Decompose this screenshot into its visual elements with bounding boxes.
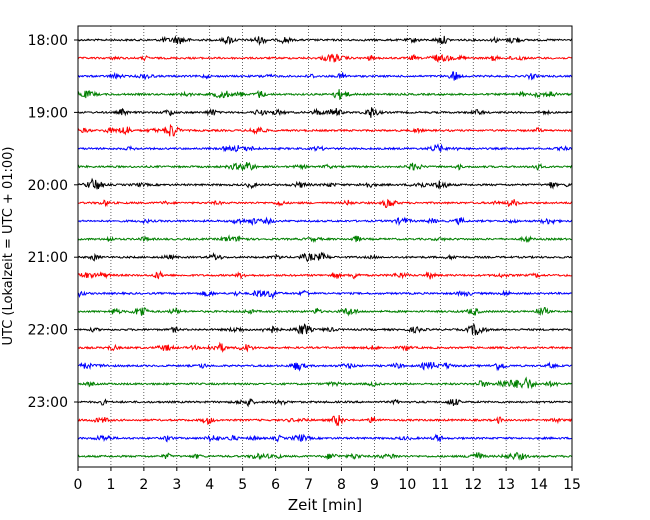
y-axis: 18:00 19:00 20:00 21:00 22:00 23:00 (28, 33, 78, 411)
x-tick-label: 12 (464, 477, 482, 493)
trace-2230 (77, 361, 573, 372)
trace-1900 (77, 107, 573, 118)
trace-2300 (77, 398, 573, 408)
x-axis: 0 1 2 3 4 5 6 7 8 9 10 11 12 13 14 15 (74, 467, 581, 493)
y-tick-label: 18:00 (28, 33, 68, 49)
trace-2330 (77, 433, 573, 443)
trace-2045 (77, 234, 573, 244)
x-tick-label: 7 (304, 477, 313, 493)
trace-2130 (77, 289, 573, 300)
y-tick-label: 21:00 (28, 250, 68, 266)
trace-2245 (77, 376, 573, 390)
x-tick-label: 1 (106, 477, 115, 493)
plot-frame (77, 25, 573, 468)
grid-layer (110, 26, 540, 467)
trace-1930 (77, 143, 573, 153)
trace-2345 (77, 451, 573, 461)
trace-1830 (77, 71, 573, 81)
y-tick-label: 23:00 (28, 395, 68, 411)
trace-1815 (77, 53, 573, 63)
trace-2000 (77, 177, 573, 190)
x-tick-label: 15 (563, 477, 581, 493)
trace-2215 (77, 341, 573, 353)
trace-1800 (77, 35, 573, 46)
x-tick-label: 5 (238, 477, 247, 493)
trace-2100 (77, 251, 573, 263)
trace-2200 (77, 323, 573, 336)
x-tick-label: 2 (139, 477, 148, 493)
trace-2315 (77, 414, 573, 427)
trace-1915 (77, 123, 573, 137)
x-tick-label: 10 (398, 477, 416, 493)
trace-1845 (77, 89, 573, 101)
trace-layer (77, 35, 573, 461)
x-tick-label: 0 (74, 477, 83, 493)
x-tick-label: 6 (271, 477, 280, 493)
trace-1945 (77, 161, 573, 172)
y-axis-label: UTC (Lokalzeit = UTC + 01:00) (1, 147, 16, 346)
y-tick-label: 22:00 (28, 323, 68, 339)
x-tick-label: 4 (205, 477, 214, 493)
trace-2145 (77, 306, 573, 317)
x-tick-label: 13 (497, 477, 515, 493)
x-tick-label: 9 (370, 477, 379, 493)
y-tick-label: 20:00 (28, 178, 68, 194)
x-tick-label: 3 (172, 477, 181, 493)
y-tick-label: 19:00 (28, 105, 68, 121)
trace-2030 (77, 216, 573, 227)
trace-2015 (77, 198, 573, 208)
x-tick-label: 8 (337, 477, 346, 493)
x-tick-label: 14 (530, 477, 548, 493)
trace-2115 (77, 270, 573, 280)
x-axis-label: Zeit [min] (288, 496, 362, 514)
x-tick-label: 11 (431, 477, 449, 493)
